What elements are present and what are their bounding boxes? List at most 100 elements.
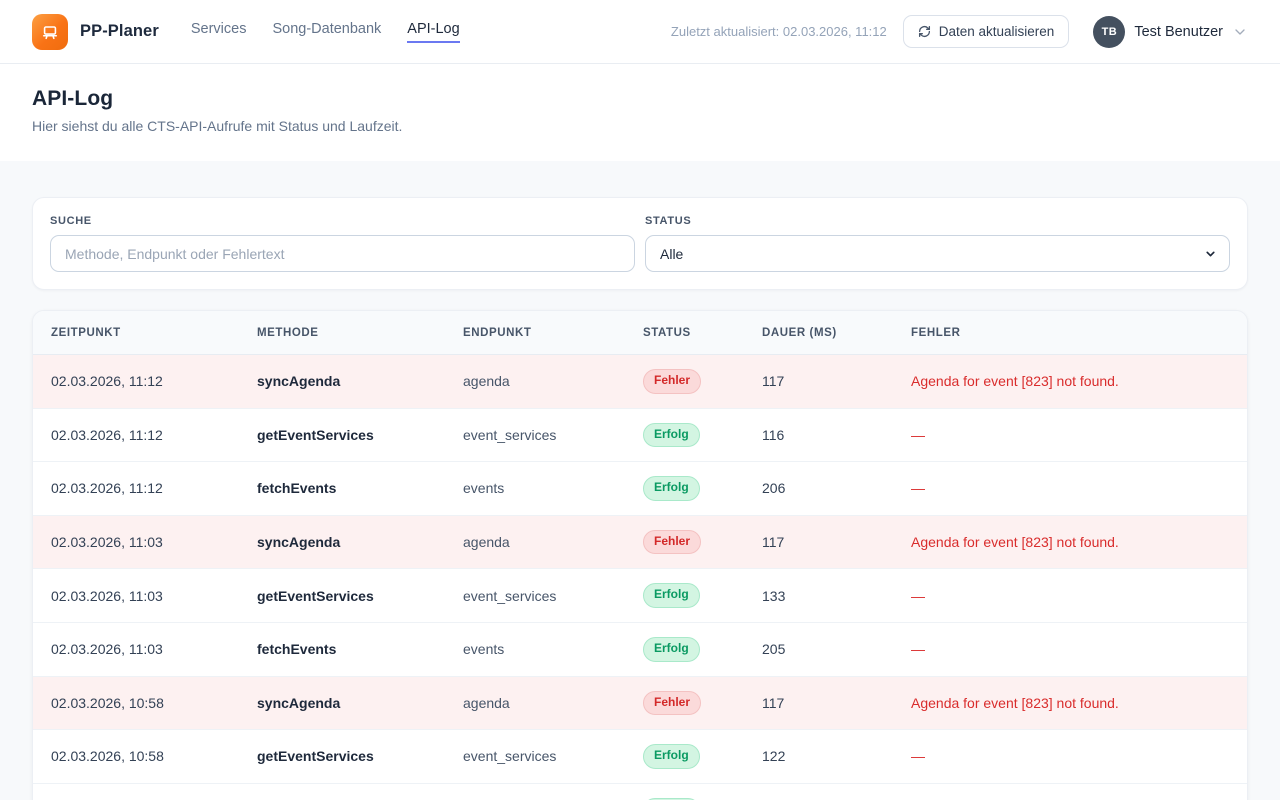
cell-methode: syncAgenda: [241, 675, 447, 730]
cell-endpunkt: events: [447, 782, 627, 800]
cell-zeitpunkt: 02.03.2026, 10:58: [33, 675, 241, 730]
cell-endpunkt: events: [447, 621, 627, 677]
cell-dauer: 117: [746, 354, 895, 409]
search-label: Suche: [50, 215, 92, 227]
table-header: Zeitpunkt Methode Endpunkt Status Dauer …: [33, 311, 1247, 355]
cell-dauer: 122: [746, 729, 895, 784]
brand-name: PP-Planer: [80, 22, 159, 40]
cell-status: Fehler: [627, 675, 746, 730]
cell-methode: getEventServices: [241, 407, 447, 462]
cell-zeitpunkt: 02.03.2026, 11:12: [33, 354, 241, 409]
chevron-down-icon: [1232, 24, 1248, 40]
cell-methode: fetchEvents: [241, 782, 447, 800]
api-log-table: Zeitpunkt Methode Endpunkt Status Dauer …: [33, 311, 1247, 800]
cell-fehler: —: [895, 568, 1247, 623]
cell-zeitpunkt: 02.03.2026, 10:58: [33, 729, 241, 784]
cell-fehler: —: [895, 729, 1247, 784]
refresh-data-button[interactable]: Daten aktualisieren: [902, 15, 1070, 48]
filter-panel: Suche Status Alle: [32, 197, 1248, 290]
cell-fehler: —: [895, 407, 1247, 462]
avatar: TB: [1093, 15, 1126, 48]
cell-endpunkt: event_services: [447, 407, 627, 462]
cell-status: Fehler: [627, 514, 746, 569]
nav-item-api-log[interactable]: API-Log: [407, 21, 460, 43]
cell-fehler: —: [895, 461, 1247, 516]
cell-zeitpunkt: 02.03.2026, 11:12: [33, 461, 241, 516]
cell-zeitpunkt: 02.03.2026, 11:03: [33, 621, 241, 677]
cell-dauer: 117: [746, 675, 895, 730]
cell-dauer: 117: [746, 514, 895, 569]
search-field-group: Suche: [50, 215, 635, 272]
cell-fehler: —: [895, 782, 1247, 800]
col-zeitpunkt: Zeitpunkt: [33, 311, 241, 355]
user-menu[interactable]: TB Test Benutzer: [1093, 15, 1248, 48]
nav-item-services[interactable]: Services: [190, 20, 247, 37]
cell-status: Fehler: [627, 354, 746, 409]
table-row: 02.03.2026, 11:03 getEventServices event_s…: [33, 568, 1247, 623]
cell-endpunkt: event_services: [447, 729, 627, 784]
cell-status: Erfolg: [627, 782, 746, 800]
cell-zeitpunkt: 02.03.2026, 11:03: [33, 514, 241, 569]
cell-methode: syncAgenda: [241, 354, 447, 409]
api-log-table-body: 02.03.2026, 11:12 syncAgenda agenda Fehler 1…: [33, 354, 1247, 800]
cell-methode: getEventServices: [241, 729, 447, 784]
status-badge: Erfolg: [643, 636, 700, 662]
status-badge: Fehler: [643, 529, 702, 555]
cell-status: Erfolg: [627, 729, 746, 784]
cell-endpunkt: event_services: [447, 568, 627, 623]
brand[interactable]: PP-Planer: [32, 13, 159, 50]
cell-status: Erfolg: [627, 568, 746, 623]
cell-dauer: 295: [746, 782, 895, 800]
status-badge: Erfolg: [643, 744, 700, 769]
status-badge: Fehler: [643, 690, 702, 716]
cell-fehler: Agenda for event [823] not found.: [895, 514, 1247, 569]
page-subtitle: Hier siehst du alle CTS-API-Aufrufe mit …: [32, 118, 403, 134]
nav-item-song-datenbank[interactable]: Song-Datenbank: [272, 20, 382, 37]
cell-endpunkt: agenda: [447, 675, 627, 730]
col-fehler: Fehler: [895, 311, 1247, 355]
table-row: 02.03.2026, 10:58 getEventServices event_s…: [33, 729, 1247, 784]
page-header: API-Log Hier siehst du alle CTS-API-Aufr…: [0, 64, 1280, 161]
cell-fehler: Agenda for event [823] not found.: [895, 675, 1247, 730]
cell-status: Erfolg: [627, 461, 746, 516]
cell-fehler: —: [895, 621, 1247, 677]
col-dauer: Dauer (ms): [746, 311, 895, 355]
cell-zeitpunkt: 02.03.2026, 11:12: [33, 407, 241, 462]
status-label: Status: [645, 215, 692, 227]
cell-dauer: 116: [746, 407, 895, 462]
main-nav: Services Song-Datenbank API-Log: [191, 21, 460, 43]
cell-status: Erfolg: [627, 407, 746, 462]
status-select[interactable]: Alle: [645, 235, 1230, 272]
cell-methode: getEventServices: [241, 568, 447, 623]
cell-zeitpunkt: 02.03.2026, 11:03: [33, 568, 241, 623]
cell-fehler: Agenda for event [823] not found.: [895, 354, 1247, 409]
refresh-icon: [918, 25, 931, 38]
cell-zeitpunkt: 02.03.2026, 10:58: [33, 782, 241, 800]
cell-dauer: 133: [746, 568, 895, 623]
top-navigation-bar: PP-Planer Services Song-Datenbank API-Lo…: [0, 0, 1280, 64]
status-badge: Erfolg: [643, 422, 700, 448]
page-title: API-Log: [32, 87, 114, 110]
api-log-table-card: Zeitpunkt Methode Endpunkt Status Dauer …: [32, 310, 1248, 800]
refresh-button-label: Daten aktualisieren: [938, 24, 1055, 39]
table-row: 02.03.2026, 11:03 fetchEvents events Erfolg…: [33, 621, 1247, 677]
app-logo-icon: [32, 13, 68, 50]
main-content: Suche Status Alle: [0, 161, 1280, 800]
user-name: Test Benutzer: [1134, 23, 1223, 40]
cell-methode: syncAgenda: [241, 514, 447, 569]
search-input[interactable]: [50, 235, 635, 272]
table-row: 02.03.2026, 11:12 syncAgenda agenda Fehler 1…: [33, 354, 1247, 409]
cell-endpunkt: agenda: [447, 514, 627, 569]
status-field-group: Status Alle: [645, 215, 1230, 272]
status-badge: Fehler: [643, 369, 702, 394]
table-row: 02.03.2026, 10:58 syncAgenda agenda Fehler 1…: [33, 675, 1247, 730]
cell-methode: fetchEvents: [241, 461, 447, 516]
cell-dauer: 206: [746, 461, 895, 516]
cell-endpunkt: agenda: [447, 354, 627, 409]
table-row: 02.03.2026, 11:12 getEventServices event_s…: [33, 407, 1247, 462]
col-status: Status: [627, 311, 746, 355]
table-row: 02.03.2026, 11:03 syncAgenda agenda Fehler 1…: [33, 514, 1247, 569]
cell-endpunkt: events: [447, 461, 627, 516]
cell-status: Erfolg: [627, 621, 746, 677]
